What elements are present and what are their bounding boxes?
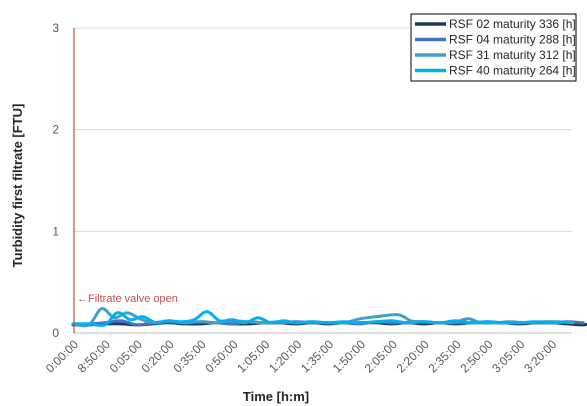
x-tick-label: 2:05:00 xyxy=(362,337,400,375)
x-tick-label: 0:50:00 xyxy=(202,337,240,375)
x-tick-label: 2:35:00 xyxy=(426,337,464,375)
x-tick-label: 8:50:00 xyxy=(75,337,113,375)
x-tick-label: 1:05:00 xyxy=(234,337,272,375)
y-tick-label: 1 xyxy=(52,224,59,238)
x-tick-label: 0:20:00 xyxy=(139,337,177,375)
legend-label: RSF 04 maturity 288 [h] xyxy=(449,33,576,47)
y-tick-label: 2 xyxy=(52,123,59,137)
y-tick-labels: 0 1 2 3 xyxy=(52,21,59,340)
y-tick-label: 3 xyxy=(52,21,59,35)
y-tick-label: 0 xyxy=(52,326,59,340)
legend-label: RSF 40 maturity 264 [h] xyxy=(449,64,576,78)
filtrate-valve-annotation: ←Filtrate valve open xyxy=(77,293,178,305)
x-tick-label: 1:35:00 xyxy=(298,337,336,375)
x-tick-label: 2:20:00 xyxy=(394,337,432,375)
x-tick-label: 3:20:00 xyxy=(521,337,559,375)
x-tick-label: 0:00:00 xyxy=(43,337,81,375)
legend: RSF 02 maturity 336 [h] RSF 04 maturity 2… xyxy=(410,13,577,82)
series-line-4 xyxy=(71,310,569,328)
x-tick-label: 2:50:00 xyxy=(457,337,495,375)
legend-label: RSF 02 maturity 336 [h] xyxy=(449,17,576,31)
series-lines xyxy=(71,307,587,328)
legend-label: RSF 31 maturity 312 [h] xyxy=(449,48,576,62)
x-tick-labels: 0:00:008:50:000:05:000:20:000:35:000:50:… xyxy=(43,337,560,375)
x-tick-label: 1:20:00 xyxy=(266,337,304,375)
x-axis-title: Time [h:m] xyxy=(243,389,309,404)
x-tick-label: 3:05:00 xyxy=(489,337,527,375)
annotation-layer: ←Filtrate valve open xyxy=(73,28,178,333)
y-axis-title: Turbidity first filtrate [FTU] xyxy=(10,104,25,268)
x-tick-label: 0:05:00 xyxy=(107,337,145,375)
x-tick-label: 1:50:00 xyxy=(330,337,368,375)
x-tick-label: 0:35:00 xyxy=(170,337,208,375)
